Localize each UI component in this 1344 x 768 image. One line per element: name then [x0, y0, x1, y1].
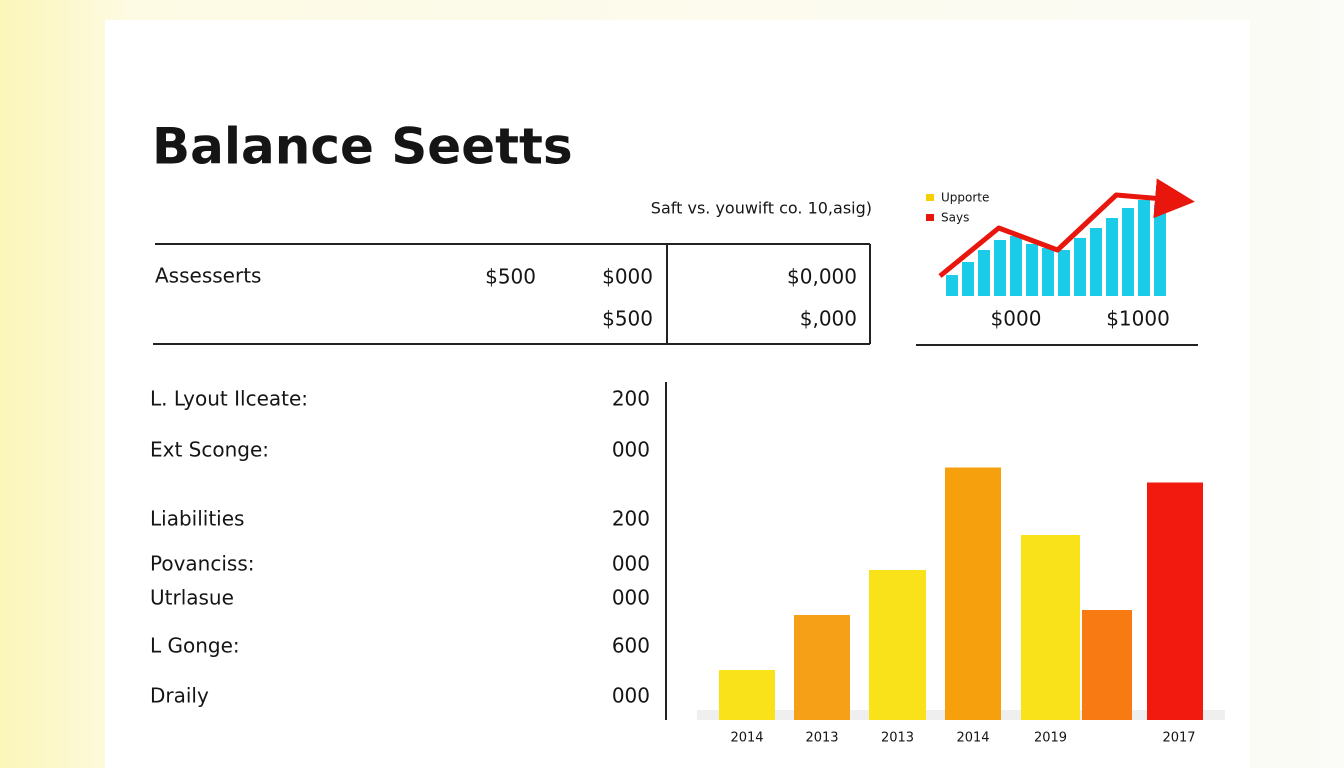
bar: [719, 670, 775, 720]
list-label: Utrlasue: [150, 586, 234, 610]
bar: [1021, 535, 1080, 720]
list-value: 200: [612, 387, 650, 411]
bar: [946, 275, 958, 296]
list-value: 000: [612, 438, 650, 462]
x-tick-label: 2013: [881, 731, 914, 746]
bar: [945, 467, 1001, 720]
cell: $0,000: [787, 265, 857, 289]
bar: [1122, 208, 1134, 296]
x-tick-label: 2014: [730, 731, 763, 746]
bar: [1082, 610, 1132, 720]
bar: [1058, 250, 1070, 296]
bar: [1074, 238, 1086, 296]
bar: [1154, 205, 1166, 296]
bar: [869, 570, 926, 720]
legend-label: Upporte: [941, 191, 989, 205]
legend-swatch: [926, 194, 934, 201]
list-value: 000: [612, 552, 650, 576]
caption: Saft vs. youwift co. 10,asig): [651, 199, 872, 218]
cell: $500: [485, 265, 536, 289]
bar: [962, 262, 974, 296]
bar: [1026, 244, 1038, 296]
bar: [1147, 482, 1203, 720]
table-lines: [153, 243, 1198, 720]
list-label: Povanciss:: [150, 552, 254, 576]
x-tick-label: 2013: [805, 731, 838, 746]
bar: [1090, 228, 1102, 296]
list-value: 000: [612, 586, 650, 610]
bar: [1042, 248, 1054, 296]
list-label: L. Lyout Ilceate:: [150, 387, 308, 411]
title: Balance Seetts: [152, 118, 573, 176]
x-tick-label: 2017: [1162, 731, 1195, 746]
line: [938, 178, 1195, 278]
list-value: 200: [612, 507, 650, 531]
bar: [978, 250, 990, 296]
bar: [1138, 200, 1150, 296]
axis-label: $1000: [1106, 307, 1170, 331]
list-label: Draily: [150, 684, 209, 708]
cell: $000: [602, 265, 653, 289]
axis-label: $000: [991, 307, 1042, 331]
row-label: Assesserts: [155, 264, 261, 288]
x-tick-label: 2014: [956, 731, 989, 746]
list-value: 000: [612, 684, 650, 708]
bar: [1106, 218, 1118, 296]
x-tick-label: 2019: [1034, 731, 1067, 746]
cell: $500: [602, 307, 653, 331]
list-label: Ext Sconge:: [150, 438, 269, 462]
bar: [1010, 236, 1022, 296]
legend-label: Says: [941, 211, 969, 225]
legend-swatch: [926, 214, 934, 221]
list-value: 600: [612, 634, 650, 658]
list-label: L Gonge:: [150, 634, 240, 658]
list-label: Liabilities: [150, 507, 244, 531]
bar: [994, 240, 1006, 296]
cell: $,000: [800, 307, 857, 331]
bar: [794, 615, 850, 720]
